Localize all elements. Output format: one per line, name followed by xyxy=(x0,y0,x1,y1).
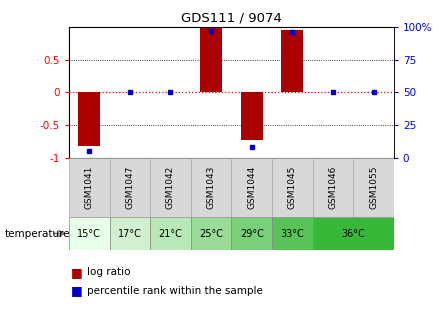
Text: GSM1042: GSM1042 xyxy=(166,166,175,209)
Text: log ratio: log ratio xyxy=(87,267,130,277)
Bar xyxy=(353,158,394,217)
Text: 25°C: 25°C xyxy=(199,228,223,239)
Bar xyxy=(281,30,303,92)
Bar xyxy=(150,217,191,250)
Bar xyxy=(78,92,101,146)
Text: 21°C: 21°C xyxy=(158,228,182,239)
Text: 29°C: 29°C xyxy=(240,228,263,239)
Bar xyxy=(272,158,313,217)
Bar xyxy=(150,158,191,217)
Text: GSM1041: GSM1041 xyxy=(85,166,94,209)
Text: percentile rank within the sample: percentile rank within the sample xyxy=(87,286,263,296)
Text: 36°C: 36°C xyxy=(341,228,365,239)
Text: GSM1044: GSM1044 xyxy=(247,166,256,209)
Text: GSM1055: GSM1055 xyxy=(369,166,378,209)
Bar xyxy=(241,92,263,140)
Bar xyxy=(231,158,272,217)
Bar xyxy=(191,158,231,217)
Bar xyxy=(272,217,313,250)
Bar xyxy=(200,27,222,92)
Bar xyxy=(109,217,150,250)
Bar xyxy=(69,158,109,217)
Title: GDS111 / 9074: GDS111 / 9074 xyxy=(181,11,282,24)
Text: GSM1046: GSM1046 xyxy=(328,166,337,209)
Text: GSM1047: GSM1047 xyxy=(125,166,134,209)
Text: 33°C: 33°C xyxy=(280,228,304,239)
Bar xyxy=(313,158,353,217)
Text: 17°C: 17°C xyxy=(118,228,142,239)
Text: 15°C: 15°C xyxy=(77,228,101,239)
Bar xyxy=(69,217,109,250)
Text: ■: ■ xyxy=(71,284,83,297)
Text: temperature: temperature xyxy=(4,228,70,239)
Bar xyxy=(313,217,394,250)
Text: GSM1045: GSM1045 xyxy=(288,166,297,209)
Bar xyxy=(109,158,150,217)
Text: ■: ■ xyxy=(71,266,83,279)
Text: GSM1043: GSM1043 xyxy=(206,166,215,209)
Bar xyxy=(231,217,272,250)
Bar xyxy=(191,217,231,250)
